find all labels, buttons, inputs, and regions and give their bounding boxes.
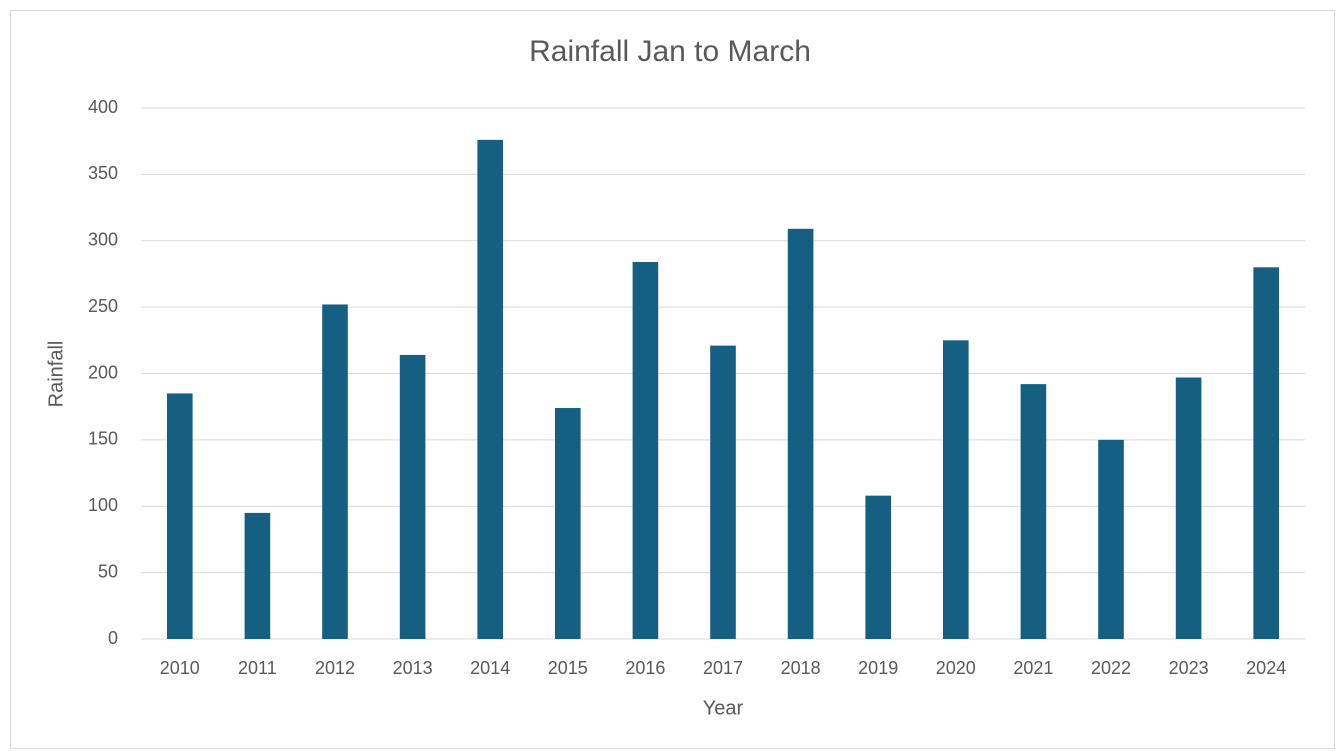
y-tick-label: 300 [88, 230, 118, 250]
y-tick-label: 0 [108, 628, 118, 648]
y-tick-label: 150 [88, 429, 118, 449]
bar [1253, 267, 1280, 639]
x-tick-label: 2020 [936, 658, 976, 678]
bar [865, 495, 892, 639]
x-tick-label: 2012 [315, 658, 355, 678]
y-tick-label: 200 [88, 362, 118, 382]
bar [554, 408, 581, 639]
y-tick-label: 50 [98, 561, 118, 581]
x-tick-label: 2024 [1246, 658, 1286, 678]
y-axis-label: Rainfall [45, 341, 67, 408]
x-tick-label: 2010 [160, 658, 200, 678]
y-tick-label: 250 [88, 296, 118, 316]
x-tick-label: 2023 [1169, 658, 1209, 678]
x-tick-label: 2011 [238, 658, 277, 678]
bar [399, 354, 426, 639]
bar [166, 393, 193, 639]
x-tick-label: 2022 [1091, 658, 1131, 678]
bar [244, 512, 271, 639]
chart-frame [10, 10, 1335, 749]
bar [1020, 384, 1047, 639]
x-axis-label: Year [703, 697, 744, 719]
x-tick-label: 2017 [703, 658, 743, 678]
bar [1175, 377, 1202, 639]
bar [710, 345, 736, 639]
y-tick-label: 100 [88, 495, 118, 515]
bar [477, 139, 504, 640]
x-tick-label: 2019 [858, 658, 898, 678]
x-tick-label: 2013 [393, 658, 433, 678]
bar [942, 340, 969, 639]
bar [322, 304, 348, 639]
chart-title: Rainfall Jan to March [529, 35, 811, 68]
bar [1098, 439, 1124, 639]
y-tick-label: 350 [88, 163, 118, 183]
bar [787, 228, 814, 640]
x-tick-label: 2014 [470, 658, 510, 678]
x-tick-label: 2016 [625, 658, 665, 678]
y-tick-label: 400 [88, 97, 118, 117]
x-tick-label: 2021 [1013, 658, 1053, 678]
x-tick-label: 2015 [548, 658, 588, 678]
bar [632, 261, 659, 639]
x-tick-label: 2018 [781, 658, 821, 678]
